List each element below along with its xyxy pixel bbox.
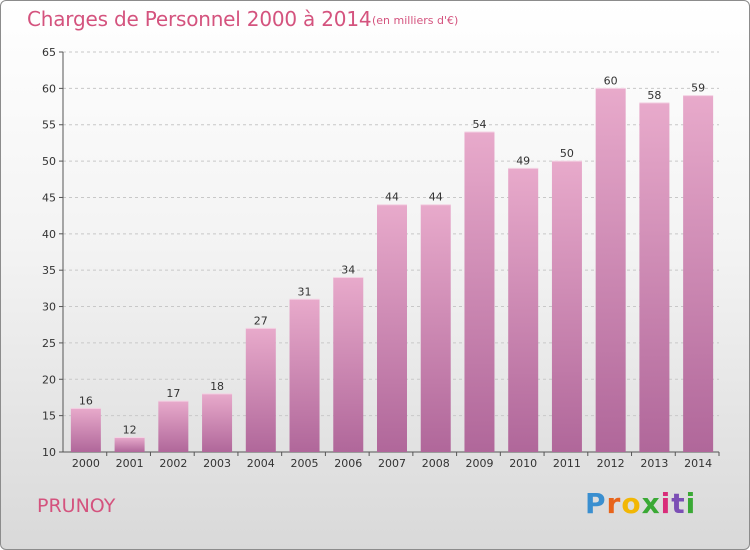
- x-tick-label: 2004: [247, 457, 275, 470]
- x-tick-label: 2007: [378, 457, 406, 470]
- bar-2001: [114, 437, 145, 452]
- logo-letter: i: [660, 487, 672, 520]
- data-label: 16: [79, 394, 93, 407]
- bar-2009: [464, 132, 495, 452]
- bar-2000: [70, 408, 101, 452]
- bar-2006: [333, 277, 364, 452]
- bar-2014: [683, 95, 714, 453]
- y-tick-label: 25: [42, 337, 56, 350]
- bar-2010: [508, 168, 539, 452]
- chart-subtitle: (en milliers d'€): [372, 14, 459, 27]
- data-label: 31: [298, 285, 312, 298]
- logo-letter: t: [671, 487, 686, 520]
- data-label: 17: [166, 387, 180, 400]
- data-label: 49: [516, 154, 530, 167]
- y-tick-label: 35: [42, 264, 56, 277]
- logo-letter: P: [585, 487, 607, 520]
- y-tick-label: 55: [42, 119, 56, 132]
- y-tick-label: 45: [42, 191, 56, 204]
- y-tick-label: 60: [42, 82, 56, 95]
- x-tick-label: 2002: [159, 457, 187, 470]
- x-tick-label: 2008: [422, 457, 450, 470]
- data-label: 27: [254, 314, 268, 327]
- bar-2007: [377, 204, 407, 452]
- proxiti-logo: Proxiti: [585, 487, 696, 520]
- bar-2013: [639, 102, 670, 452]
- bar-2003: [202, 393, 233, 452]
- logo-letter: r: [606, 487, 622, 520]
- data-label: 58: [647, 89, 661, 102]
- data-label: 44: [385, 191, 399, 204]
- bar-2012: [595, 88, 626, 452]
- x-tick-label: 2013: [640, 457, 668, 470]
- bar-2008: [420, 204, 451, 452]
- x-tick-label: 2009: [465, 457, 493, 470]
- y-tick-label: 15: [42, 410, 56, 423]
- x-tick-label: 2005: [291, 457, 319, 470]
- bar-2005: [289, 299, 320, 452]
- x-tick-label: 2012: [597, 457, 625, 470]
- logo-letter: x: [641, 487, 661, 520]
- bar-2011: [551, 161, 582, 452]
- x-tick-label: 2000: [72, 457, 100, 470]
- y-tick-label: 65: [42, 46, 56, 59]
- data-label: 34: [341, 263, 355, 276]
- x-tick-label: 2001: [116, 457, 144, 470]
- data-label: 59: [691, 82, 705, 95]
- data-label: 18: [210, 380, 224, 393]
- x-tick-label: 2006: [334, 457, 362, 470]
- logo-letter: o: [621, 487, 642, 520]
- x-tick-label: 2011: [553, 457, 581, 470]
- y-tick-label: 50: [42, 155, 56, 168]
- bar-2002: [158, 401, 189, 452]
- commune-name: PRUNOY: [37, 495, 116, 517]
- data-label: 12: [123, 423, 137, 436]
- x-tick-label: 2003: [203, 457, 231, 470]
- x-tick-label: 2010: [509, 457, 537, 470]
- data-label: 60: [604, 74, 618, 87]
- y-tick-label: 40: [42, 228, 56, 241]
- bar-2004: [245, 328, 276, 452]
- y-tick-label: 30: [42, 301, 56, 314]
- data-label: 44: [429, 191, 443, 204]
- data-label: 54: [472, 118, 486, 131]
- logo-letter: i: [685, 487, 697, 520]
- data-label: 50: [560, 147, 574, 160]
- x-tick-label: 2014: [684, 457, 712, 470]
- y-tick-label: 10: [42, 446, 56, 459]
- y-tick-label: 20: [42, 373, 56, 386]
- chart-title: Charges de Personnel 2000 à 2014: [27, 7, 372, 31]
